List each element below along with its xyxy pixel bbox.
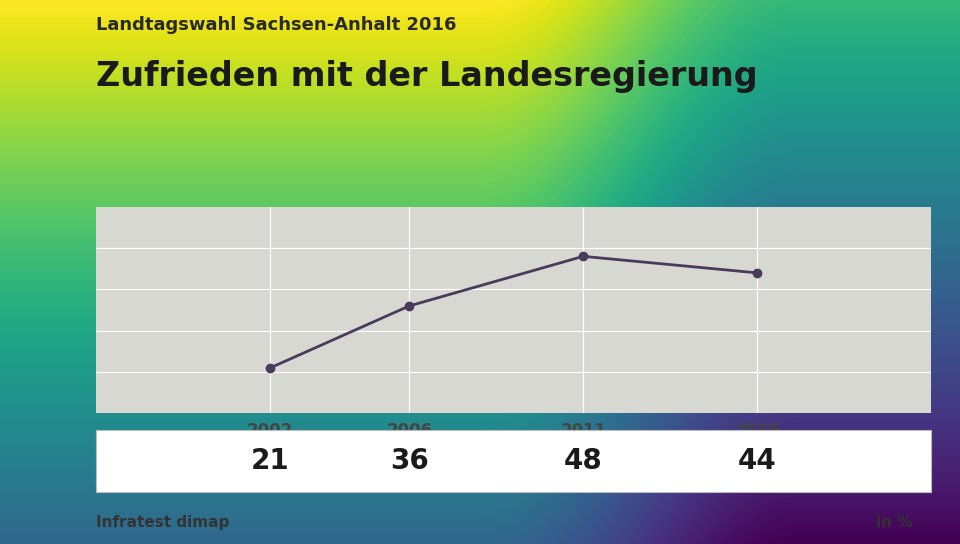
Text: 44: 44 xyxy=(738,447,777,475)
Text: 36: 36 xyxy=(390,447,428,475)
Text: Landtagswahl Sachsen-Anhalt 2016: Landtagswahl Sachsen-Anhalt 2016 xyxy=(96,16,457,34)
Text: in %: in % xyxy=(876,515,912,530)
Text: 48: 48 xyxy=(564,447,603,475)
Text: Zufrieden mit der Landesregierung: Zufrieden mit der Landesregierung xyxy=(96,60,757,93)
Text: Infratest dimap: Infratest dimap xyxy=(96,515,229,530)
Text: 21: 21 xyxy=(251,447,289,475)
